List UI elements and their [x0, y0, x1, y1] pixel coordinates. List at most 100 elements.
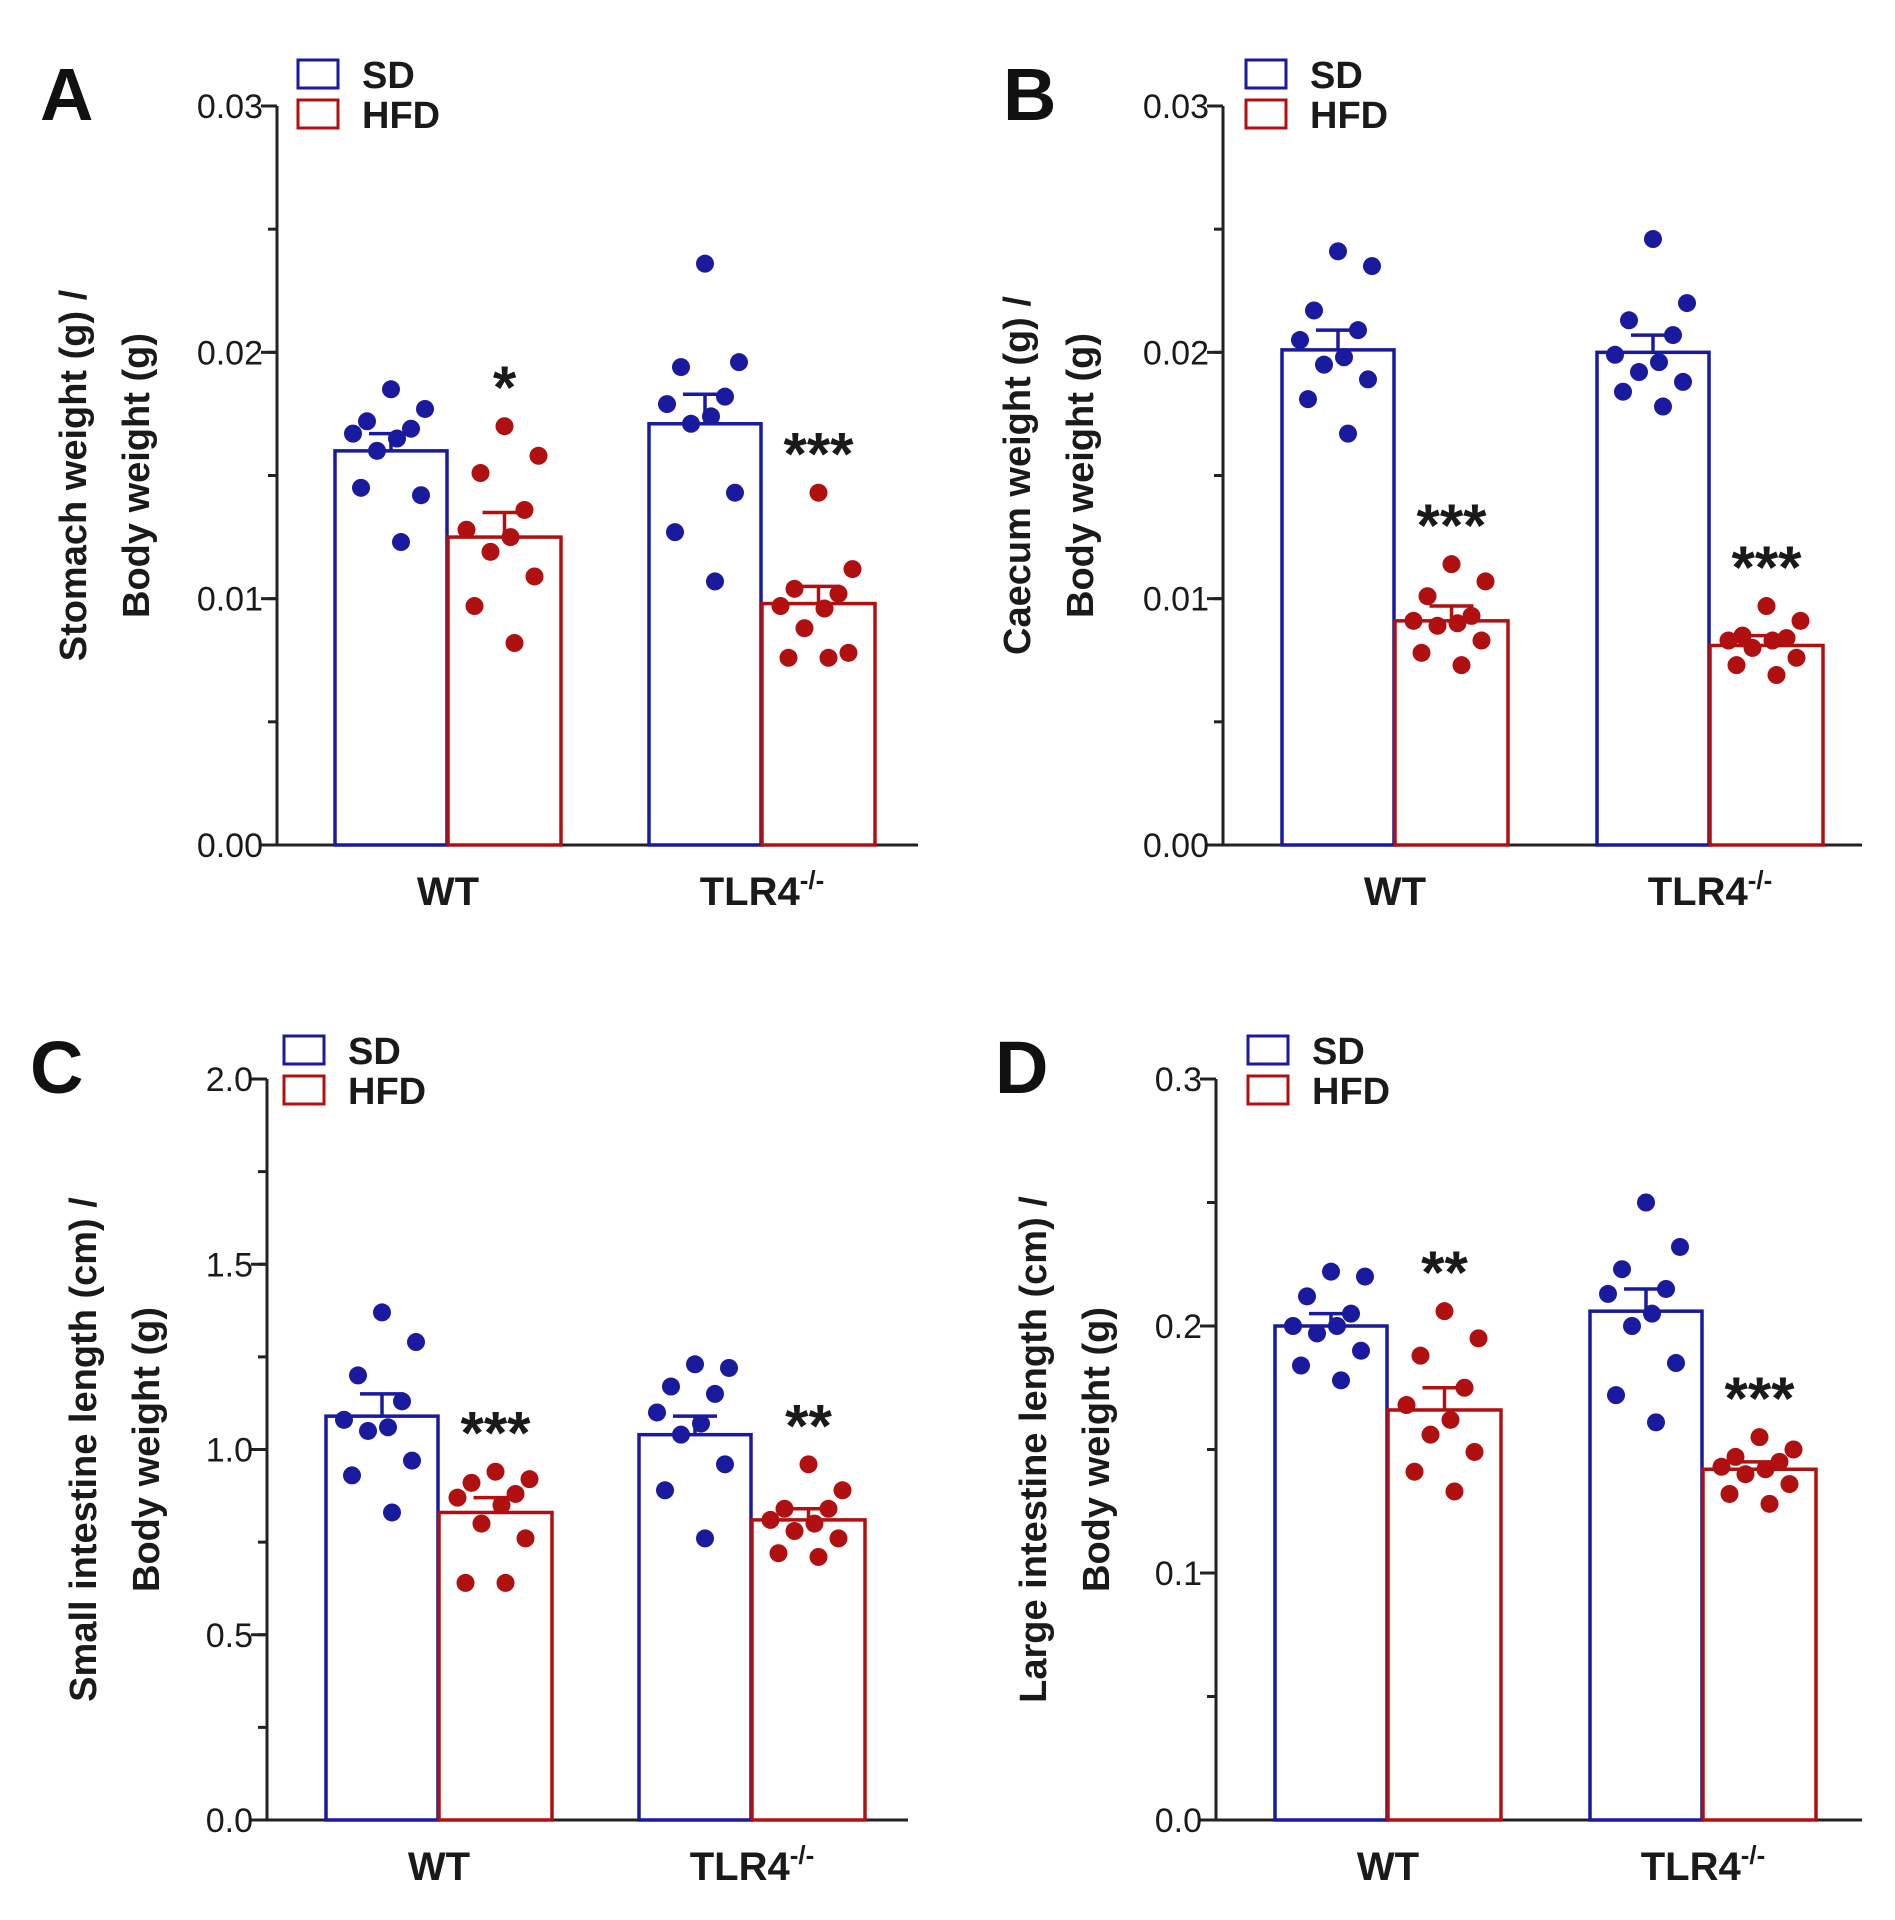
- bar-hfd-tlr4: [750, 1518, 867, 1822]
- data-point: [1404, 611, 1423, 630]
- bar-hfd-wt: [446, 535, 563, 847]
- data-point: [1465, 1442, 1484, 1461]
- data-point: [403, 1451, 421, 1470]
- data-point: [662, 1377, 680, 1396]
- data-point: [809, 1547, 828, 1566]
- data-point: [1784, 1440, 1803, 1459]
- data-point: [706, 1384, 724, 1403]
- y-tick-label: 0.1: [1155, 1555, 1202, 1593]
- data-point: [658, 395, 676, 414]
- data-point: [1620, 311, 1638, 330]
- data-point: [809, 483, 828, 502]
- data-point: [771, 597, 790, 616]
- y-tick-label: 0.00: [1143, 827, 1209, 865]
- y-axis-title-line1: Stomach weight (g) /: [53, 289, 95, 661]
- data-point: [1442, 555, 1461, 574]
- bar-sd-wt: [1273, 1324, 1389, 1822]
- y-tick-label: 0.0: [206, 1802, 253, 1840]
- data-point: [829, 584, 848, 603]
- bar-hfd-tlr4: [1701, 1467, 1818, 1822]
- data-point: [1405, 1462, 1424, 1481]
- data-point: [1650, 353, 1668, 372]
- bar-hfd-wt: [1386, 1408, 1503, 1822]
- data-point: [843, 560, 862, 579]
- data-point: [1667, 1354, 1685, 1373]
- data-point: [379, 1418, 397, 1437]
- data-point: [686, 1355, 704, 1374]
- data-point: [839, 643, 858, 662]
- data-point: [785, 1522, 804, 1541]
- data-point: [1599, 1284, 1617, 1303]
- data-point: [716, 387, 734, 406]
- x-category-label: TLR4-/-: [1648, 865, 1773, 914]
- data-point: [344, 424, 362, 443]
- legend-swatch-sd: [1246, 1034, 1290, 1066]
- significance-marker: ***: [1724, 1365, 1795, 1432]
- legend-swatch-hfd: [282, 1074, 326, 1106]
- y-tick-label: 0.5: [206, 1617, 253, 1655]
- data-point: [1342, 1304, 1360, 1323]
- data-point: [1356, 1267, 1374, 1286]
- data-point: [412, 486, 430, 505]
- legend-label-sd: SD: [362, 55, 415, 97]
- y-tick-label: 0.00: [197, 827, 263, 865]
- data-point: [1339, 424, 1357, 443]
- y-tick-label: 1.5: [206, 1246, 253, 1284]
- data-point: [1476, 572, 1495, 591]
- data-point: [779, 648, 798, 667]
- panel-letter: B: [1003, 53, 1056, 136]
- y-axis-title-line1: Small intestine length (cm) /: [63, 1197, 105, 1702]
- data-point: [373, 1303, 391, 1322]
- data-point: [1322, 1262, 1340, 1281]
- data-point: [516, 1529, 535, 1548]
- data-point: [805, 1514, 824, 1533]
- data-point: [1606, 345, 1624, 364]
- bar-sd-wt: [333, 449, 449, 847]
- y-tick-label: 0.03: [197, 88, 263, 126]
- data-point: [799, 1455, 818, 1474]
- legend-swatch-sd: [296, 58, 340, 90]
- bar-hfd-wt: [437, 1510, 554, 1822]
- bar-sd-tlr4: [637, 1432, 753, 1822]
- y-tick-label: 0.02: [1143, 334, 1209, 372]
- x-category-label: TLR4-/-: [690, 1840, 815, 1889]
- data-point: [388, 429, 406, 448]
- data-point: [1664, 326, 1682, 345]
- data-point: [456, 1573, 475, 1592]
- panel-b: B 0.00 0.01 0.02 0.03 Caecum weight (g) / Body…: [997, 53, 1862, 914]
- data-point: [692, 1414, 710, 1433]
- data-point: [1780, 1475, 1799, 1494]
- significance-marker: **: [1421, 1239, 1468, 1306]
- legend-swatch-hfd: [1246, 1074, 1290, 1106]
- data-point: [465, 597, 484, 616]
- significance-marker: ***: [783, 421, 854, 488]
- data-point: [1644, 230, 1662, 249]
- y-tick-label: 0.01: [197, 581, 263, 619]
- data-point: [1760, 1494, 1779, 1513]
- data-point: [1315, 355, 1333, 374]
- data-point: [1674, 372, 1692, 391]
- data-point: [1770, 1452, 1789, 1471]
- data-point: [1329, 242, 1347, 261]
- data-point: [505, 634, 524, 653]
- data-point: [1298, 1287, 1316, 1306]
- data-point: [359, 1421, 377, 1440]
- data-point: [706, 572, 724, 591]
- panel-letter: D: [995, 1026, 1048, 1109]
- data-point: [666, 523, 684, 542]
- data-point: [352, 478, 370, 497]
- data-point: [472, 1514, 491, 1533]
- data-point: [1743, 638, 1762, 657]
- data-point: [1335, 348, 1353, 367]
- y-axis-title-line1: Caecum weight (g) /: [997, 296, 1039, 655]
- data-point: [769, 1544, 788, 1563]
- data-point: [1614, 382, 1632, 401]
- data-point: [1291, 331, 1309, 350]
- data-point: [457, 520, 476, 539]
- data-point: [696, 1529, 714, 1548]
- y-axis-title-line2: Body weight (g): [126, 1307, 168, 1592]
- data-point: [1469, 1329, 1488, 1348]
- data-point: [1657, 1279, 1675, 1298]
- legend-label-hfd: HFD: [1312, 1071, 1390, 1113]
